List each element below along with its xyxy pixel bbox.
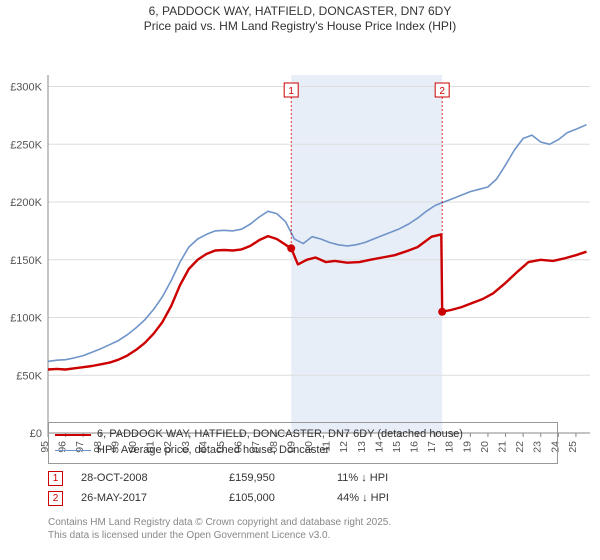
legend-label: HPI: Average price, detached house, Donc…: [97, 443, 329, 459]
svg-text:£200K: £200K: [10, 197, 42, 209]
footer-line1: Contains HM Land Registry data © Crown c…: [48, 516, 558, 529]
legend-label: 6, PADDOCK WAY, HATFIELD, DONCASTER, DN7…: [97, 427, 463, 443]
legend: 6, PADDOCK WAY, HATFIELD, DONCASTER, DN7…: [48, 422, 558, 464]
sale-price: £105,000: [229, 492, 319, 504]
legend-swatch: [55, 434, 91, 436]
legend-row-0: 6, PADDOCK WAY, HATFIELD, DONCASTER, DN7…: [55, 427, 551, 443]
svg-text:£100K: £100K: [10, 313, 42, 325]
sale-marker-2: [438, 308, 446, 316]
attribution-footer: Contains HM Land Registry data © Crown c…: [48, 516, 558, 542]
legend-swatch: [55, 450, 91, 451]
sale-date: 28-OCT-2008: [81, 472, 211, 484]
sale-badge: 2: [48, 491, 63, 506]
sale-price: £159,950: [229, 472, 319, 484]
sale-marker-1: [287, 244, 295, 252]
chart-title-subtitle: Price paid vs. HM Land Registry's House …: [0, 19, 600, 33]
svg-text:£50K: £50K: [16, 370, 42, 382]
svg-text:£150K: £150K: [10, 255, 42, 267]
svg-text:£250K: £250K: [10, 139, 42, 151]
sales-table: 1 28-OCT-2008 £159,950 11% ↓ HPI 2 26-MAY-201…: [48, 468, 558, 508]
footer-line2: This data is licensed under the Open Gov…: [48, 529, 558, 542]
svg-text:1: 1: [288, 86, 294, 97]
sale-date: 26-MAY-2017: [81, 492, 211, 504]
price-chart: £0£50K£100K£150K£200K£250K£300K199519961…: [0, 33, 600, 453]
sale-row-1: 1 28-OCT-2008 £159,950 11% ↓ HPI: [48, 468, 558, 488]
sale-badge: 1: [48, 471, 63, 486]
sale-row-2: 2 26-MAY-2017 £105,000 44% ↓ HPI: [48, 488, 558, 508]
sale-hpi-diff: 44% ↓ HPI: [337, 492, 477, 504]
sale-hpi-diff: 11% ↓ HPI: [337, 472, 477, 484]
svg-text:2025: 2025: [567, 441, 579, 453]
chart-title-address: 6, PADDOCK WAY, HATFIELD, DONCASTER, DN7…: [0, 4, 600, 18]
svg-text:2: 2: [439, 86, 445, 97]
legend-row-1: HPI: Average price, detached house, Donc…: [55, 443, 551, 459]
svg-text:£0: £0: [30, 428, 42, 440]
svg-text:£300K: £300K: [10, 82, 42, 94]
